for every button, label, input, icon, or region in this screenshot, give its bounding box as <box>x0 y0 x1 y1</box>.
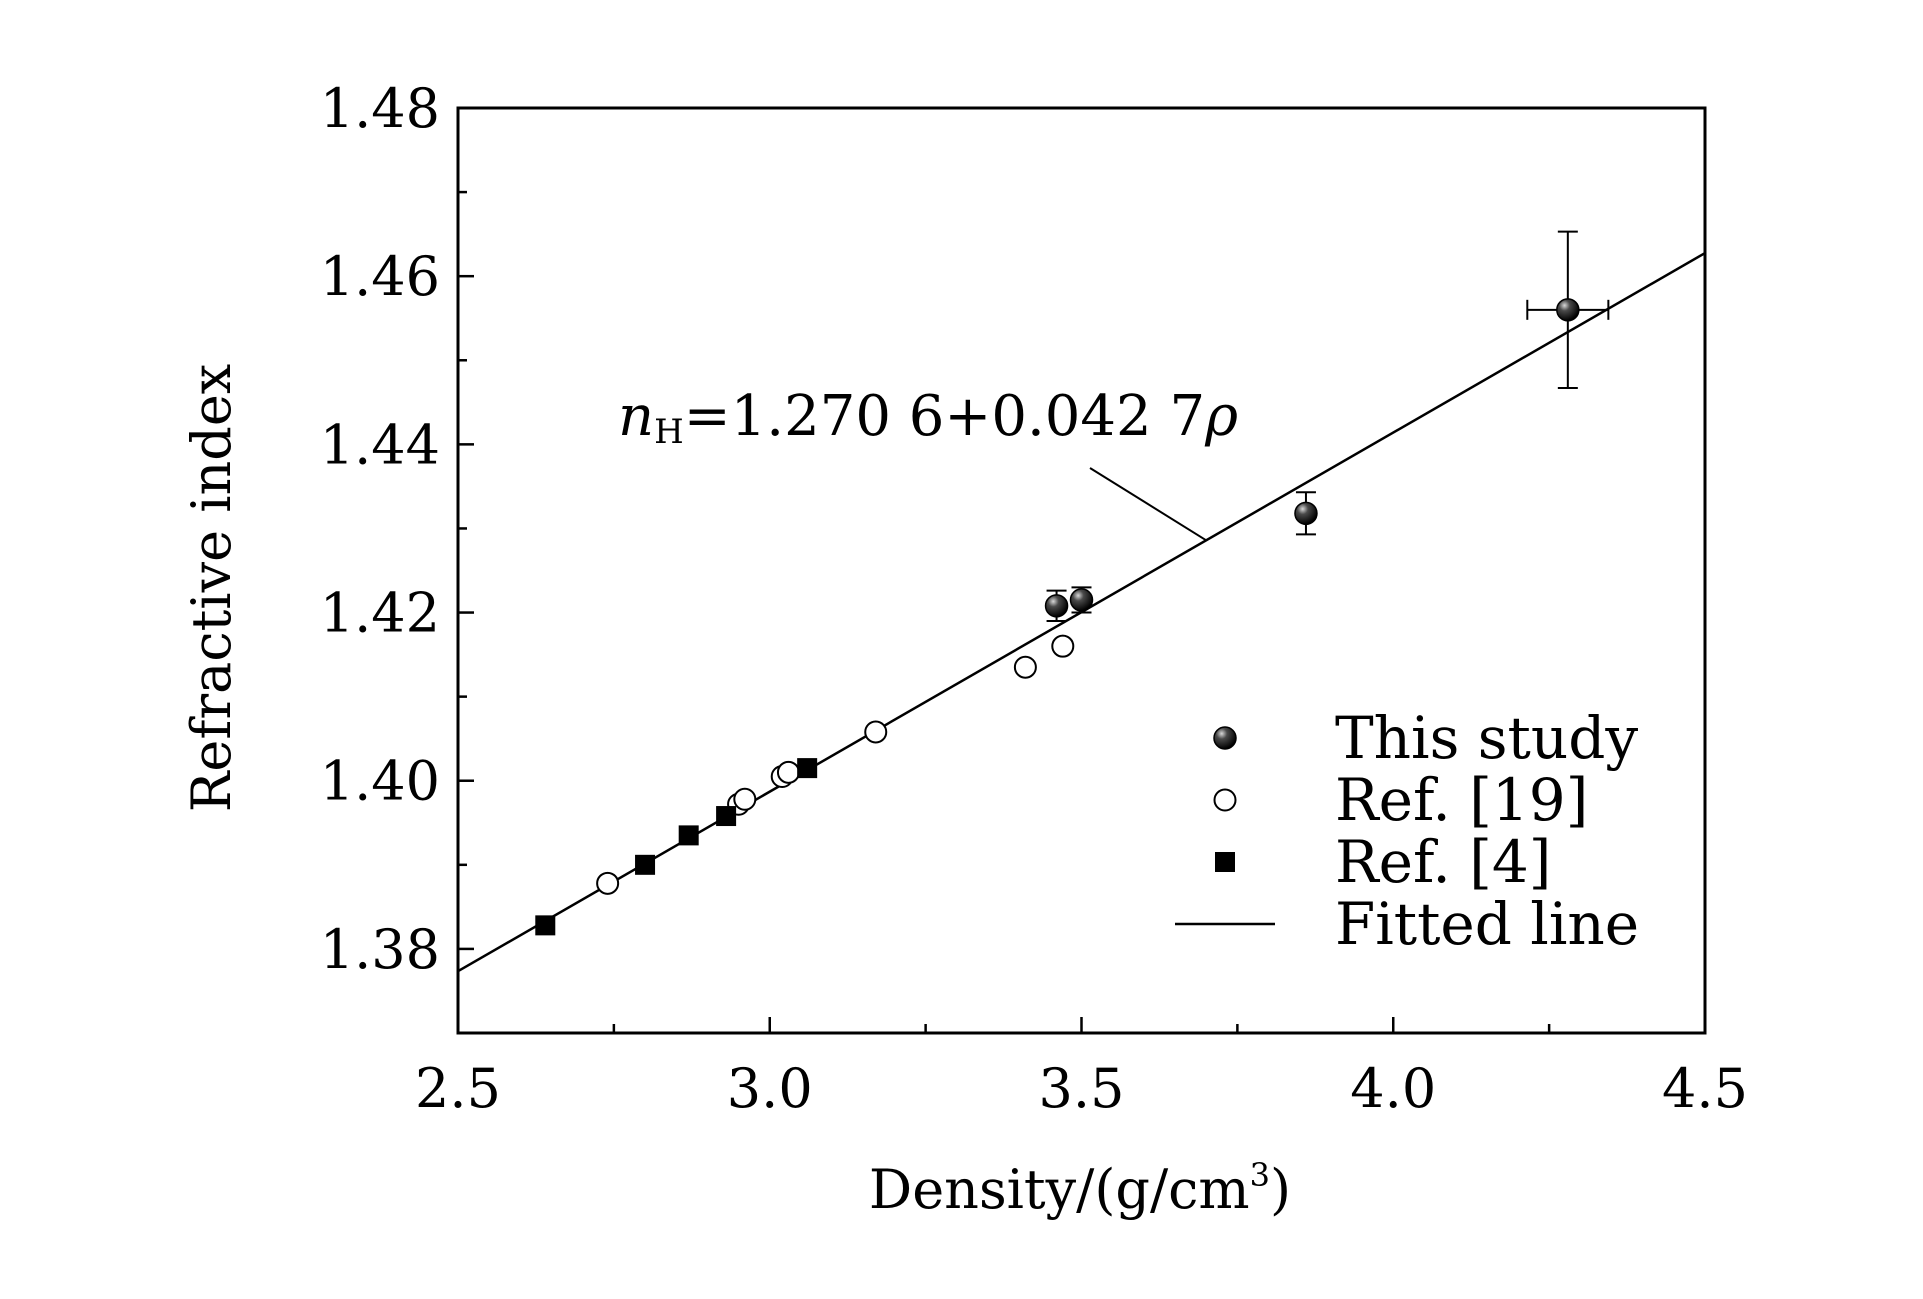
x-tick-label: 3.5 <box>1039 1057 1125 1120</box>
equation-symbol: n <box>618 384 654 449</box>
equation-subscript: H <box>654 412 684 452</box>
legend-marker <box>1213 788 1237 812</box>
points-layer <box>535 298 1580 936</box>
y-axis-title: Refractive index <box>180 364 243 812</box>
equation-pointer-line <box>1089 467 1207 542</box>
data-point-filled-sphere <box>1069 588 1094 612</box>
data-point-open-circle <box>596 871 620 895</box>
data-point-open-circle <box>1051 634 1075 658</box>
x-axis-title: Density/(g/cm3) <box>869 1156 1291 1221</box>
y-tick-label: 1.38 <box>320 918 440 981</box>
data-point-filled-square <box>678 825 699 846</box>
y-tick-label: 1.42 <box>320 582 440 645</box>
legend-marker <box>1215 852 1235 872</box>
x-axis-title-main: Density/(g/cm <box>869 1158 1250 1221</box>
legend-label: Ref. [19] <box>1335 766 1588 834</box>
data-point-filled-square <box>716 806 737 827</box>
y-tick-label: 1.40 <box>320 750 440 813</box>
equation-body: =1.270 6+0.042 7 <box>684 384 1205 449</box>
legend-label: This study <box>1335 704 1638 772</box>
data-point-open-circle <box>1013 655 1037 679</box>
x-axis-title-close: ) <box>1270 1158 1291 1221</box>
legend-label: Ref. [4] <box>1335 828 1551 896</box>
data-point-open-circle <box>733 787 757 811</box>
y-tick-label: 1.46 <box>320 245 440 308</box>
y-tick-label: 1.48 <box>320 77 440 140</box>
data-point-filled-sphere <box>1556 298 1580 322</box>
data-point-open-circle <box>776 760 800 784</box>
data-point-filled-square <box>635 854 656 875</box>
ticks-layer: 2.5 3.0 3.5 4.0 4.5 1.38 1.40 1.42 1.44 1.46 1.48 <box>320 77 1748 1120</box>
x-tick-label: 2.5 <box>415 1057 501 1120</box>
y-tick-label: 1.44 <box>320 413 440 476</box>
fit-equation: nH=1.270 6+0.042 7ρ <box>618 384 1238 452</box>
data-point-filled-square <box>535 915 556 936</box>
data-point-open-circle <box>864 720 888 744</box>
data-point-filled-sphere <box>1294 501 1318 526</box>
x-tick-label: 3.0 <box>727 1057 813 1120</box>
data-point-filled-square <box>797 758 818 779</box>
x-axis-title-superscript: 3 <box>1250 1156 1270 1194</box>
legend-marker <box>1213 726 1237 750</box>
x-tick-label: 4.0 <box>1350 1057 1436 1120</box>
legend-label: Fitted line <box>1335 890 1639 958</box>
data-point-filled-sphere <box>1044 594 1069 618</box>
x-tick-label: 4.5 <box>1662 1057 1748 1120</box>
equation-rho: ρ <box>1204 384 1238 449</box>
